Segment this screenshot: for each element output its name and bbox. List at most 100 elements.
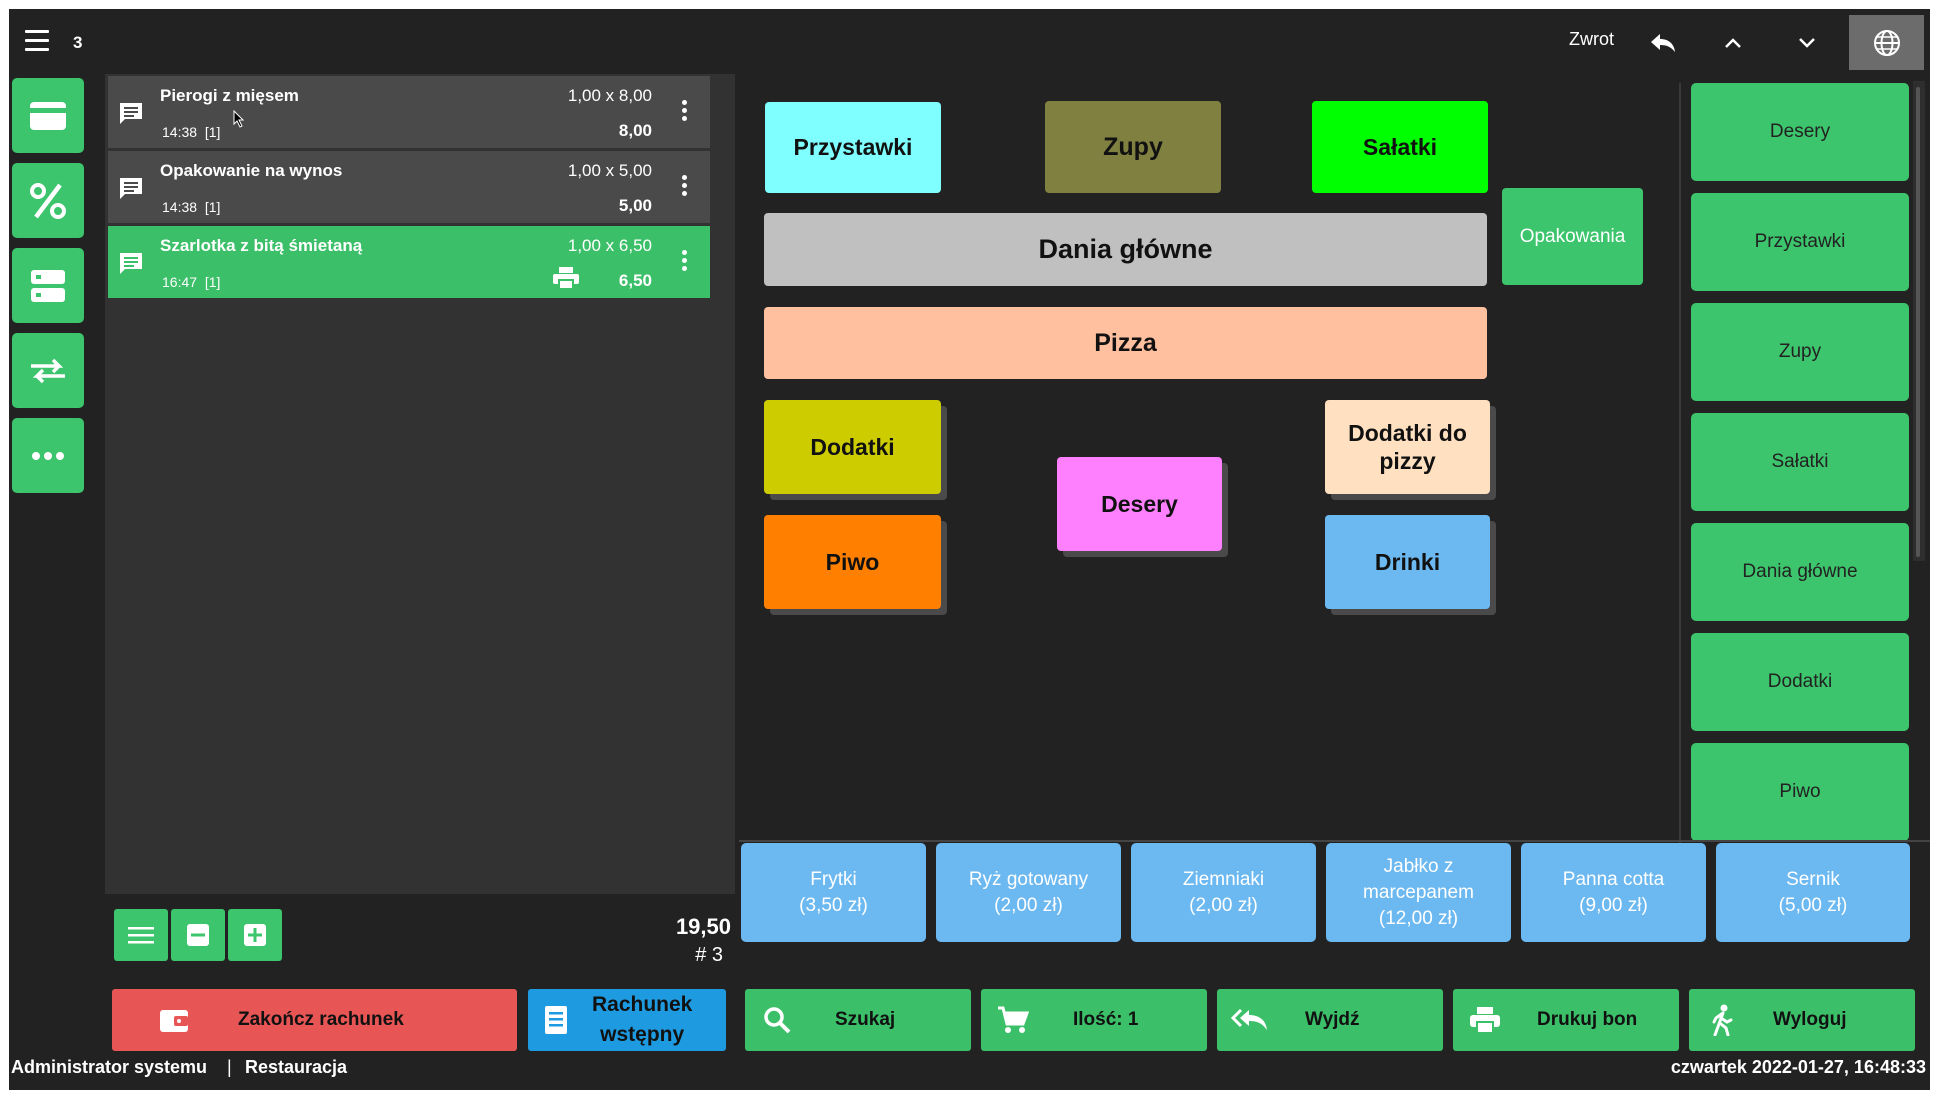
- right-category-item[interactable]: Desery: [1691, 83, 1909, 181]
- category-dodatki-do-pizzy[interactable]: Dodatki do pizzy: [1325, 400, 1490, 494]
- top-bar: 3 Zwrot: [9, 9, 1930, 74]
- order-item-price: 8,00: [618, 121, 652, 140]
- walk-icon: [1712, 1004, 1733, 1036]
- right-category-item[interactable]: Dania główne: [1691, 523, 1909, 621]
- product-ziemniaki[interactable]: Ziemniaki (2,00 zł): [1131, 843, 1316, 942]
- list-icon: [128, 927, 154, 944]
- order-item-qty: 1,00 x 5,00: [567, 161, 652, 180]
- kebab-icon[interactable]: [682, 175, 688, 199]
- transfer-button[interactable]: [12, 333, 84, 408]
- order-item[interactable]: Opakowanie na wynos 14:38 [1] 1,00 x 5,0…: [108, 151, 710, 223]
- product-price: (12,00 zł): [1378, 907, 1459, 929]
- right-category-item[interactable]: Przystawki: [1691, 193, 1909, 291]
- right-category-item[interactable]: Zupy: [1691, 303, 1909, 401]
- category-salatki[interactable]: Sałatki: [1312, 101, 1488, 193]
- category-piwo[interactable]: Piwo: [764, 515, 941, 609]
- product-price: (2,00 zł): [994, 894, 1063, 916]
- product-price: (9,00 zł): [1579, 894, 1648, 916]
- plus-icon: [244, 924, 266, 946]
- comment-icon[interactable]: [118, 176, 144, 200]
- logout-button[interactable]: Wyloguj: [1689, 989, 1915, 1051]
- divider: [739, 840, 1930, 842]
- product-name: Frytki: [810, 868, 857, 890]
- right-category-item[interactable]: Dodatki: [1691, 633, 1909, 731]
- chevron-down-icon[interactable]: [1791, 29, 1823, 57]
- exit-button[interactable]: Wyjdź: [1217, 989, 1443, 1051]
- category-dodatki-do-pizzy-line2: pizzy: [1379, 448, 1436, 474]
- quantity-button[interactable]: Ilość: 1: [981, 989, 1207, 1051]
- cart-icon: [998, 1006, 1029, 1033]
- order-item-qty: 1,00 x 6,50: [567, 236, 652, 255]
- product-jablko[interactable]: Jabłko z marcepanem (12,00 zł): [1326, 843, 1511, 942]
- status-datetime: czwartek 2022-01-27, 16:48:33: [1670, 1057, 1926, 1077]
- product-name: Sernik: [1786, 868, 1840, 890]
- status-user: Administrator systemu: [11, 1057, 208, 1077]
- category-przystawki[interactable]: Przystawki: [765, 102, 941, 193]
- wallet-icon: [160, 1010, 188, 1032]
- logout-label: Wyloguj: [1773, 1009, 1847, 1030]
- exit-label: Wyjdź: [1305, 1009, 1360, 1030]
- status-location: Restauracja: [245, 1057, 348, 1077]
- category-zupy[interactable]: Zupy: [1045, 101, 1221, 193]
- scrollbar[interactable]: [1913, 81, 1925, 561]
- order-item-time: 14:38 [1]: [162, 199, 221, 215]
- order-item[interactable]: Pierogi z mięsem 14:38 [1] 1,00 x 8,00 8…: [108, 76, 710, 148]
- category-drinki[interactable]: Drinki: [1325, 515, 1490, 609]
- product-ryz[interactable]: Ryż gotowany (2,00 zł): [936, 843, 1121, 942]
- print-ticket-label: Drukuj bon: [1537, 1009, 1638, 1030]
- right-category-item[interactable]: Sałatki: [1691, 413, 1909, 511]
- list-button[interactable]: [114, 909, 168, 961]
- reply-all-icon: [1231, 1008, 1267, 1030]
- category-desery[interactable]: Desery: [1057, 457, 1222, 551]
- search-button[interactable]: Szukaj: [745, 989, 971, 1051]
- cursor-icon: [233, 110, 245, 128]
- comment-icon[interactable]: [118, 101, 144, 125]
- percent-icon: [30, 182, 66, 219]
- finish-bill-button[interactable]: Zakończ rachunek: [112, 989, 517, 1051]
- product-name: Jabłko z: [1383, 855, 1454, 877]
- server-icon: [31, 269, 65, 302]
- finish-bill-label: Zakończ rachunek: [238, 1009, 404, 1030]
- discount-button[interactable]: [12, 163, 84, 238]
- pre-bill-label: Rachunek wstępny: [592, 990, 692, 1050]
- language-button[interactable]: [1849, 15, 1924, 70]
- pre-bill-label-line2: wstępny: [600, 1023, 685, 1046]
- comment-icon[interactable]: [118, 251, 144, 275]
- product-price: (2,00 zł): [1189, 894, 1258, 916]
- more-icon: [32, 451, 64, 460]
- table-number: 3: [73, 33, 83, 52]
- kebab-icon[interactable]: [682, 100, 688, 124]
- order-item-price: 5,00: [618, 196, 652, 215]
- product-name: Panna cotta: [1562, 868, 1665, 890]
- category-pizza[interactable]: Pizza: [764, 307, 1487, 379]
- category-opakowania[interactable]: Opakowania: [1502, 188, 1643, 285]
- category-dania-glowne[interactable]: Dania główne: [764, 213, 1487, 286]
- order-item-selected[interactable]: Szarlotka z bitą śmietaną 16:47 [1] 1,00…: [108, 226, 710, 298]
- payment-button[interactable]: [12, 78, 84, 153]
- product-panna-cotta[interactable]: Panna cotta (9,00 zł): [1521, 843, 1706, 942]
- pre-bill-button[interactable]: Rachunek wstępny: [528, 989, 726, 1051]
- globe-icon: [1873, 29, 1900, 56]
- menu-icon[interactable]: [25, 30, 49, 52]
- category-dodatki[interactable]: Dodatki: [764, 400, 941, 494]
- print-ticket-button[interactable]: Drukuj bon: [1453, 989, 1679, 1051]
- order-item-name: Szarlotka z bitą śmietaną: [160, 236, 363, 255]
- product-frytki[interactable]: Frytki (3,50 zł): [741, 843, 926, 942]
- more-button[interactable]: [12, 418, 84, 493]
- reply-icon[interactable]: [1647, 29, 1679, 57]
- category-dodatki-do-pizzy-line1: Dodatki do: [1348, 420, 1467, 446]
- product-price: (5,00 zł): [1778, 894, 1848, 916]
- printer-icon: [553, 267, 579, 290]
- increase-button[interactable]: [228, 909, 282, 961]
- decrease-button[interactable]: [171, 909, 225, 961]
- order-item-price: 6,50: [618, 271, 652, 290]
- chevron-up-icon[interactable]: [1717, 29, 1749, 57]
- zwrot-label[interactable]: Zwrot: [1569, 29, 1614, 49]
- order-list: Pierogi z mięsem 14:38 [1] 1,00 x 8,00 8…: [105, 74, 735, 894]
- kebab-icon[interactable]: [682, 250, 688, 274]
- search-label: Szukaj: [835, 1009, 896, 1030]
- right-category-item[interactable]: Piwo: [1691, 743, 1909, 841]
- split-button[interactable]: [12, 248, 84, 323]
- product-sernik[interactable]: Sernik (5,00 zł): [1716, 843, 1910, 942]
- minus-icon: [187, 924, 209, 946]
